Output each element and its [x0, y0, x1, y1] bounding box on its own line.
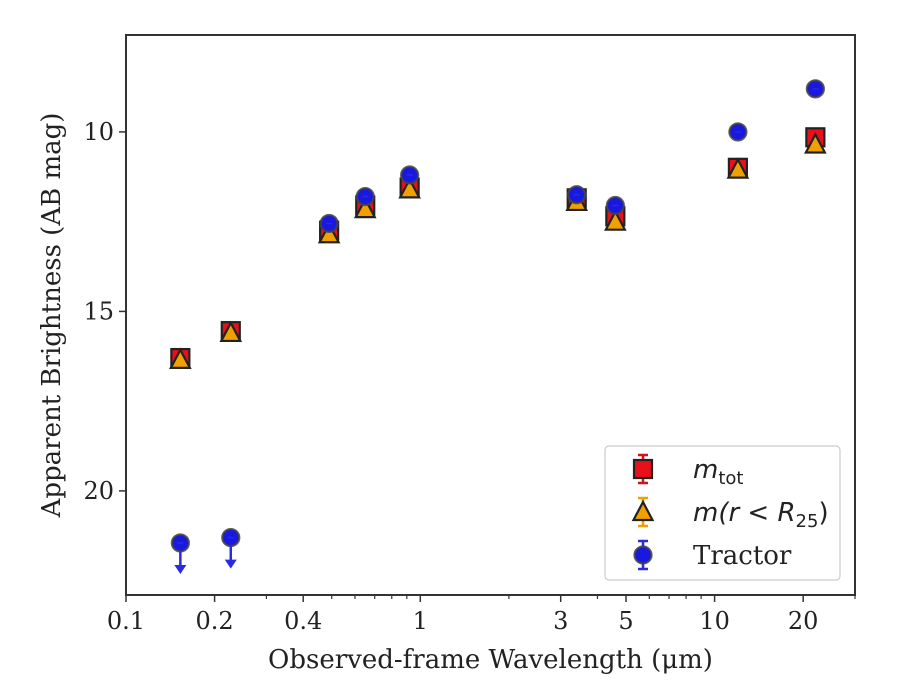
data-point	[604, 209, 627, 231]
y-tick-label: 10	[83, 118, 114, 146]
legend-marker	[632, 458, 654, 480]
legend-label: m(r < R25)	[693, 498, 829, 532]
upper-limit-arrow-head	[174, 564, 187, 574]
x-axis: 0.1 0.2 0.4 1 3 5 10 20	[107, 595, 856, 635]
x-tick-label: 0.4	[284, 607, 322, 635]
y-tick-label: 20	[83, 477, 114, 505]
data-point	[353, 196, 377, 219]
series-circle	[170, 79, 825, 574]
legend-marker	[631, 499, 655, 522]
x-tick-label: 0.2	[196, 607, 234, 635]
series-triangle	[169, 132, 827, 369]
x-tick-label: 0.1	[107, 607, 145, 635]
data-point	[726, 157, 750, 179]
x-axis-title: Observed-frame Wavelength (μm)	[268, 645, 713, 675]
y-axis-title: Apparent Brightness (AB mag)	[37, 113, 67, 519]
x-tick-label: 20	[788, 607, 819, 635]
x-tick-label: 10	[699, 607, 730, 635]
data-point	[317, 221, 341, 244]
legend-marker	[633, 545, 653, 565]
y-tick-label: 15	[83, 297, 114, 325]
data-point	[219, 320, 243, 343]
x-tick-label: 3	[553, 607, 568, 635]
data-marks	[169, 79, 827, 574]
data-point	[169, 347, 192, 369]
legend-label: Tractor	[693, 541, 792, 571]
upper-limit-arrow-head	[224, 559, 237, 569]
data-point	[398, 177, 421, 199]
legend: mtot m(r < R25) Tractor	[604, 445, 841, 581]
y-axis: 10 15 20	[83, 118, 126, 505]
legend-label: mtot	[693, 455, 743, 489]
data-point	[804, 132, 827, 154]
x-tick-label: 5	[618, 607, 633, 635]
legend-box	[604, 445, 841, 581]
x-tick-label: 1	[413, 607, 428, 635]
